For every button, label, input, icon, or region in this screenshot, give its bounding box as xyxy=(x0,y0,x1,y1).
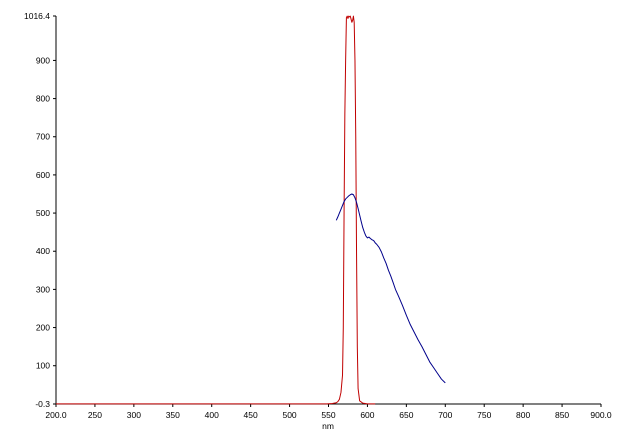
x-tick-label: 650 xyxy=(399,410,413,420)
y-ticks: -0.3 100 200 300 400 500 600 700 800 900 1016.4 xyxy=(24,11,56,409)
x-tick-label: 850 xyxy=(555,410,569,420)
x-tick-label: 500 xyxy=(282,410,296,420)
x-tick-label: 250 xyxy=(88,410,102,420)
axes xyxy=(55,16,601,405)
x-ticks: 200.0 250 300 350 400 450 500 550 600 650 700 750 80… xyxy=(45,404,612,420)
x-tick-label: 750 xyxy=(477,410,491,420)
x-tick-label: 350 xyxy=(166,410,180,420)
y-tick-label: 500 xyxy=(36,208,50,218)
y-tick-label: 300 xyxy=(36,284,50,294)
x-tick-label: 900.0 xyxy=(590,410,612,420)
y-tick-label: 100 xyxy=(36,361,50,371)
x-tick-label: 600 xyxy=(360,410,374,420)
series xyxy=(56,15,446,405)
x-tick-label: 450 xyxy=(244,410,258,420)
series-line-1 xyxy=(335,193,446,384)
x-tick-label: 200.0 xyxy=(45,410,67,420)
y-tick-label: -0.3 xyxy=(35,399,50,409)
series-line-0 xyxy=(56,15,376,405)
y-tick-label: 800 xyxy=(36,94,50,104)
x-tick-label: 300 xyxy=(127,410,141,420)
x-tick-label: 800 xyxy=(516,410,530,420)
x-axis-label: nm xyxy=(322,421,334,431)
x-tick-label: 700 xyxy=(438,410,452,420)
y-tick-label: 1016.4 xyxy=(24,11,50,21)
x-tick-label: 550 xyxy=(321,410,335,420)
y-tick-label: 600 xyxy=(36,170,50,180)
y-tick-label: 700 xyxy=(36,132,50,142)
x-tick-label: 400 xyxy=(205,410,219,420)
y-tick-label: 400 xyxy=(36,246,50,256)
y-tick-label: 900 xyxy=(36,55,50,65)
y-tick-label: 200 xyxy=(36,323,50,333)
